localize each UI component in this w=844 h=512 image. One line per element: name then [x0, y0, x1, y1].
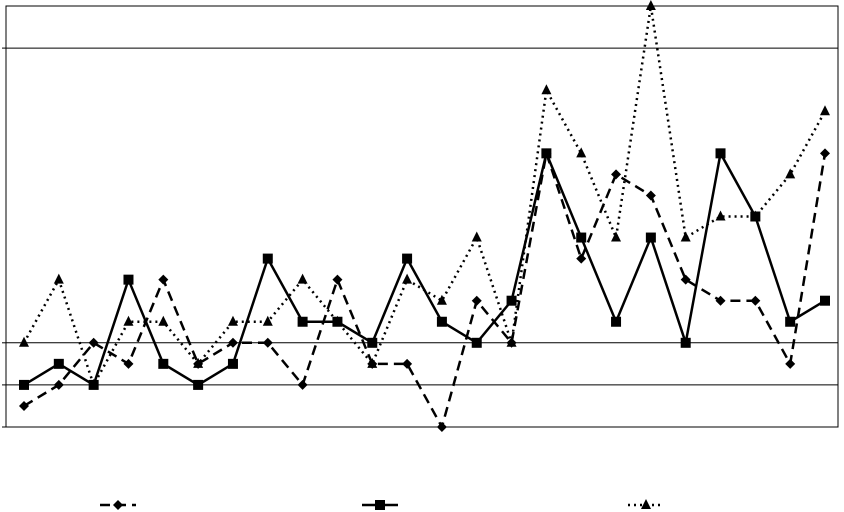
series-line: [22, 5, 827, 389]
data-point: [680, 337, 691, 348]
data-point: [715, 148, 726, 159]
data-point: [402, 358, 413, 369]
data-point: [645, 232, 656, 243]
data-point: [820, 148, 830, 159]
data-point: [750, 210, 761, 221]
data-point: [332, 315, 343, 326]
data-point: [262, 315, 273, 326]
data-point: [715, 295, 726, 306]
series-line: [23, 149, 826, 387]
data-point: [158, 315, 169, 326]
data-point: [402, 273, 413, 284]
data-point: [645, 190, 656, 201]
data-point: [332, 274, 343, 285]
data-point: [820, 295, 830, 306]
legend-marker: [641, 499, 651, 509]
data-point: [262, 253, 273, 264]
data-point: [611, 316, 622, 327]
data-point: [193, 379, 204, 390]
data-point: [367, 337, 378, 348]
data-point: [158, 274, 169, 285]
data-point: [541, 84, 552, 95]
data-point: [436, 422, 447, 432]
data-point: [576, 232, 587, 243]
data-point: [297, 273, 308, 284]
data-point: [88, 337, 99, 348]
data-point: [611, 169, 622, 180]
data-point: [123, 315, 134, 326]
data-point: [53, 273, 64, 284]
data-point: [123, 274, 134, 285]
data-point: [680, 274, 691, 285]
data-point: [715, 210, 726, 221]
data-point: [750, 295, 761, 306]
data-point: [367, 357, 378, 368]
data-point: [19, 336, 29, 347]
data-point: [506, 295, 517, 306]
data-point: [541, 148, 552, 159]
data-point: [19, 379, 29, 390]
data-point: [785, 316, 796, 327]
data-point: [820, 105, 830, 116]
data-point: [53, 358, 64, 369]
data-point: [88, 378, 99, 389]
data-point: [471, 295, 482, 306]
data-point: [576, 147, 587, 158]
data-point: [576, 253, 587, 264]
data-point: [471, 337, 482, 348]
series-line: [23, 152, 827, 431]
data-point: [297, 379, 308, 390]
data-point: [785, 168, 796, 179]
data-point: [262, 337, 273, 348]
data-point: [53, 379, 64, 390]
data-point: [506, 336, 517, 347]
data-point: [19, 400, 29, 411]
data-point: [785, 358, 796, 369]
data-point: [611, 231, 622, 242]
data-point: [297, 316, 308, 327]
data-point: [402, 253, 413, 264]
data-point: [680, 231, 691, 242]
data-point: [436, 316, 447, 327]
data-point: [471, 231, 482, 242]
data-point: [227, 337, 238, 348]
data-point: [227, 315, 238, 326]
data-point: [123, 358, 134, 369]
data-point: [645, 0, 656, 10]
legend-marker: [375, 500, 385, 510]
legend-marker: [113, 500, 123, 510]
data-point: [227, 358, 238, 369]
data-point: [158, 358, 169, 369]
data-point: [436, 294, 447, 305]
data-point: [193, 357, 204, 368]
